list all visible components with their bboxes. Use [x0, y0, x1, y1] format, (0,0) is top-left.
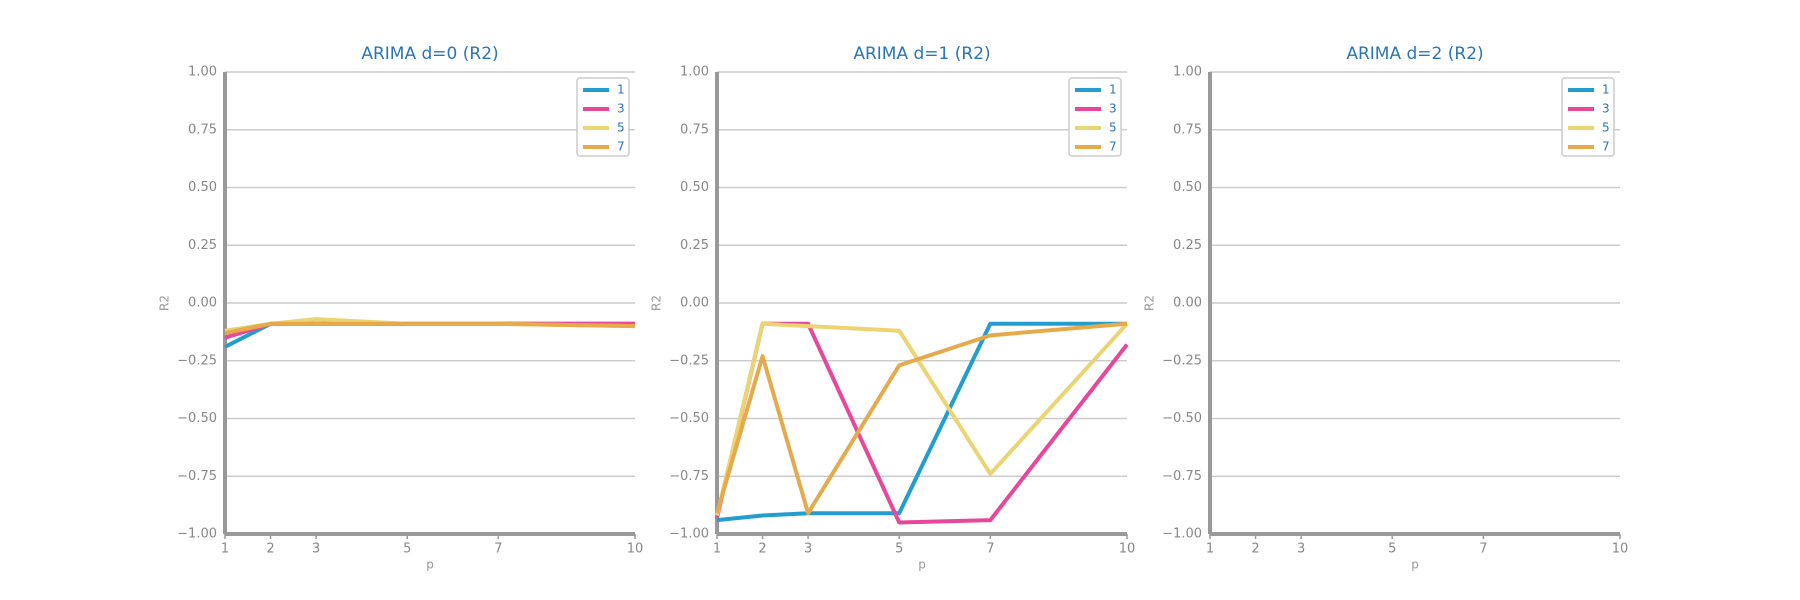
x-tick-label: 2 — [758, 542, 766, 557]
y-tick-label: −0.75 — [1162, 469, 1202, 484]
x-tick-label: 7 — [1479, 542, 1487, 557]
legend-label: 1 — [1602, 83, 1610, 97]
y-tick-label: −0.75 — [177, 469, 217, 484]
x-tick-label: 10 — [627, 542, 644, 557]
x-tick-label: 10 — [1612, 542, 1629, 557]
series-line — [224, 321, 636, 335]
series-line — [715, 321, 1129, 525]
x-tick-label: 5 — [403, 542, 411, 557]
x-tick-label: 7 — [986, 542, 994, 557]
legend-label: 3 — [617, 102, 625, 116]
legend-label: 1 — [1109, 83, 1117, 97]
series-line — [715, 321, 1128, 516]
x-tick-label: 5 — [895, 542, 903, 557]
y-axis-label: R2 — [158, 295, 172, 311]
y-tick-label: 0.50 — [680, 180, 709, 195]
chart-title: ARIMA d=0 (R2) — [361, 44, 498, 64]
x-axis-label: p — [426, 558, 434, 572]
x-tick-label: 1 — [713, 542, 721, 557]
y-tick-label: −0.25 — [177, 353, 217, 368]
y-tick-label: 0.00 — [680, 296, 709, 311]
y-tick-label: −1.00 — [1162, 527, 1202, 542]
y-tick-label: −0.25 — [669, 353, 709, 368]
legend-label: 3 — [1602, 102, 1610, 116]
x-tick-label: 1 — [1206, 542, 1214, 557]
legend-label: 5 — [1602, 121, 1610, 135]
chart-title: ARIMA d=1 (R2) — [853, 44, 990, 64]
legend-label: 5 — [617, 121, 625, 135]
x-tick-label: 1 — [221, 542, 229, 557]
y-axis-label: R2 — [650, 295, 664, 311]
legend-label: 3 — [1109, 102, 1117, 116]
x-tick-label: 2 — [1251, 542, 1259, 557]
y-tick-label: 0.50 — [188, 180, 217, 195]
legend-box — [1561, 77, 1615, 157]
x-axis-label: p — [1411, 558, 1419, 572]
legend-box — [1068, 77, 1122, 157]
chart-title: ARIMA d=2 (R2) — [1346, 44, 1483, 64]
y-tick-label: 0.00 — [1173, 296, 1202, 311]
y-tick-label: −1.00 — [177, 527, 217, 542]
y-tick-label: −0.75 — [669, 469, 709, 484]
x-tick-label: 3 — [804, 542, 812, 557]
y-tick-label: 1.00 — [1173, 65, 1202, 80]
y-tick-label: 1.00 — [680, 65, 709, 80]
x-tick-label: 2 — [266, 542, 274, 557]
y-tick-label: 0.75 — [1173, 122, 1202, 137]
series-line — [224, 321, 635, 349]
y-tick-label: −0.50 — [177, 411, 217, 426]
x-tick-label: 5 — [1388, 542, 1396, 557]
y-tick-label: −1.00 — [669, 527, 709, 542]
y-tick-label: 0.50 — [1173, 180, 1202, 195]
legend-box — [576, 77, 630, 157]
x-tick-label: 10 — [1119, 542, 1136, 557]
legend-label: 7 — [1602, 140, 1610, 154]
y-tick-label: 0.25 — [680, 238, 709, 253]
y-tick-label: 0.75 — [188, 122, 217, 137]
y-tick-label: 0.00 — [188, 296, 217, 311]
legend-label: 7 — [1109, 140, 1117, 154]
x-tick-label: 3 — [1297, 542, 1305, 557]
legend-label: 5 — [1109, 121, 1117, 135]
y-tick-label: −0.50 — [1162, 411, 1202, 426]
y-tick-label: 1.00 — [188, 65, 217, 80]
legend-label: 1 — [617, 83, 625, 97]
x-tick-label: 3 — [312, 542, 320, 557]
series-line — [716, 321, 1127, 523]
x-axis-label: p — [918, 558, 926, 572]
legend-label: 7 — [617, 140, 625, 154]
y-tick-label: 0.25 — [188, 238, 217, 253]
y-tick-label: 0.25 — [1173, 238, 1202, 253]
y-tick-label: 0.75 — [680, 122, 709, 137]
x-tick-label: 7 — [494, 542, 502, 557]
y-tick-label: −0.25 — [1162, 353, 1202, 368]
y-axis-label: R2 — [1143, 295, 1157, 311]
series-line — [715, 321, 1129, 516]
y-tick-label: −0.50 — [669, 411, 709, 426]
